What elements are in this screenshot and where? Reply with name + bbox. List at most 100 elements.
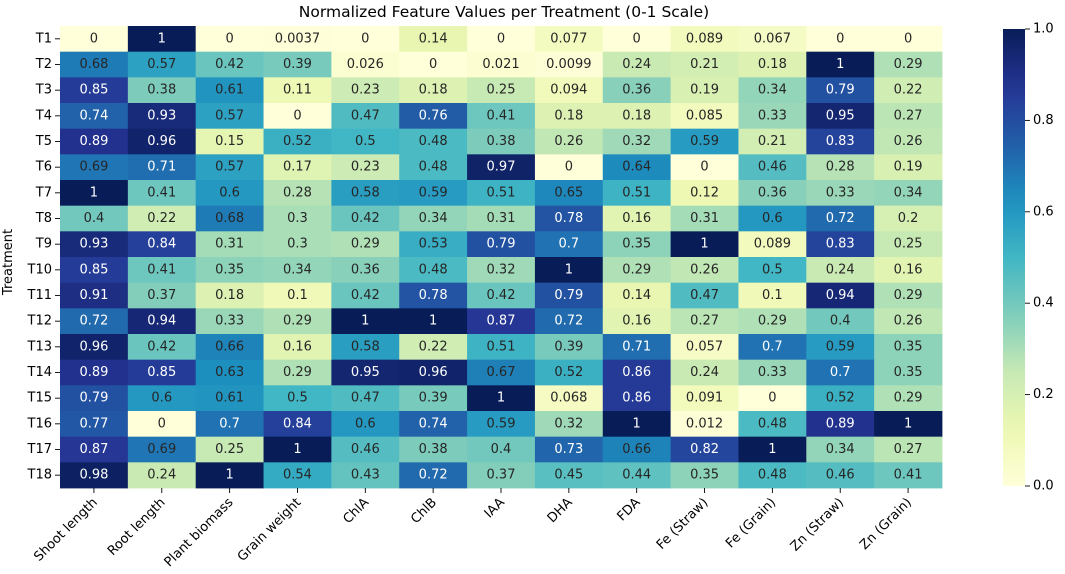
cell-value-label: 0.26 (690, 262, 719, 277)
colorbar-tick-label: 0.0 (1033, 479, 1054, 494)
x-tick-label: FDA (614, 495, 643, 524)
heatmap-cell (263, 462, 332, 489)
cell-value-label: 0.42 (215, 57, 244, 72)
heatmap-cell (670, 128, 739, 155)
heatmap-cell (806, 77, 875, 104)
cell-value-label: 0.66 (215, 339, 244, 354)
heatmap-cell (874, 154, 943, 181)
heatmap-cell (467, 385, 536, 412)
heatmap-cell (60, 205, 129, 232)
y-tick-label: T5 (35, 134, 52, 149)
heatmap-cell (670, 385, 739, 412)
x-tick-label: IAA (482, 495, 508, 521)
heatmap-cell (60, 308, 129, 335)
heatmap-cell (670, 436, 739, 463)
cell-value-label: 0.18 (758, 57, 787, 72)
cell-value-label: 0 (361, 31, 369, 46)
heatmap-cell (127, 154, 197, 181)
heatmap-cell (399, 359, 468, 386)
cell-value-label: 0.5 (355, 134, 376, 149)
cell-value-label: 0.59 (690, 134, 719, 149)
heatmap-cell (670, 462, 739, 489)
heatmap-cell (467, 359, 536, 386)
y-tick-label: T6 (35, 160, 52, 175)
heatmap-cell (195, 180, 264, 207)
heatmap-cell (806, 462, 875, 489)
cell-value-label: 0.7 (219, 416, 240, 431)
cell-value-label: 0.18 (554, 108, 583, 123)
cell-value-label: 0.18 (419, 83, 448, 98)
heatmap-cell (60, 282, 129, 309)
heatmap-cell (670, 282, 739, 309)
heatmap-cell (874, 411, 943, 438)
heatmap-cell (127, 180, 197, 207)
heatmap-cell (127, 231, 197, 258)
heatmap-cell (534, 462, 604, 489)
cell-value-label: 0.21 (758, 134, 787, 149)
cell-value-label: 0.95 (826, 108, 855, 123)
heatmap-cell (127, 26, 197, 53)
heatmap-cell (806, 205, 875, 232)
heatmap-cell (534, 282, 604, 309)
cell-value-label: 0.14 (419, 31, 448, 46)
cell-value-label: 0.068 (550, 391, 587, 406)
cell-value-label: 0.25 (215, 442, 244, 457)
heatmap-cell (874, 359, 943, 386)
cell-value-label: 0.46 (826, 468, 855, 483)
cell-value-label: 0.94 (826, 288, 855, 303)
cell-value-label: 0.094 (550, 83, 587, 98)
y-tick-label: T16 (27, 416, 52, 431)
x-tick-label: Plant biomass (162, 495, 237, 570)
y-tick-label: T11 (27, 288, 52, 303)
cell-value-label: 0.29 (894, 288, 923, 303)
heatmap-cell (738, 51, 807, 78)
heatmap-cell (127, 411, 197, 438)
heatmap-cell (195, 77, 264, 104)
cell-value-label: 0.22 (894, 83, 923, 98)
cell-value-label: 0.39 (283, 57, 312, 72)
cell-value-label: 0.89 (79, 134, 108, 149)
heatmap-cell (467, 257, 536, 284)
cell-value-label: 0.48 (419, 134, 448, 149)
cell-value-label: 0 (836, 31, 844, 46)
heatmap-cell (195, 462, 264, 489)
heatmap-cell (195, 205, 264, 232)
heatmap-cell (263, 180, 332, 207)
cell-value-label: 0.72 (554, 314, 583, 329)
heatmap-cell (874, 308, 943, 335)
cell-value-label: 0.1 (762, 288, 783, 303)
cell-value-label: 1 (700, 237, 708, 252)
heatmap-cell (534, 103, 604, 130)
heatmap-cell (670, 154, 739, 181)
cell-value-label: 0.68 (215, 211, 244, 226)
heatmap-cell (874, 51, 943, 78)
cell-value-label: 0.25 (487, 83, 516, 98)
heatmap-cell (738, 462, 807, 489)
heatmap-cell (874, 180, 943, 207)
cell-value-label: 0.42 (147, 339, 176, 354)
heatmap-cells (60, 26, 943, 489)
heatmap-cell (195, 257, 264, 284)
heatmap-cell (195, 26, 264, 53)
heatmap-cell (670, 77, 739, 104)
colorbar-gradient (1003, 29, 1025, 486)
heatmap-cell (806, 154, 875, 181)
cell-value-label: 0.34 (758, 83, 787, 98)
heatmap-cell (874, 282, 943, 309)
heatmap-cell (467, 77, 536, 104)
heatmap-cell (331, 385, 400, 412)
heatmap-cell (602, 180, 672, 207)
cell-value-label: 0.41 (487, 108, 516, 123)
heatmap-cell (263, 77, 332, 104)
cell-value-label: 0.0099 (546, 57, 592, 72)
heatmap-cell (467, 462, 536, 489)
cell-value-label: 0.089 (686, 31, 723, 46)
cell-value-label: 0.41 (894, 468, 923, 483)
heatmap-cell (60, 26, 129, 53)
heatmap-cell (399, 334, 468, 361)
cell-value-label: 0.93 (147, 108, 176, 123)
heatmap-cell (399, 436, 468, 463)
heatmap-cell (534, 51, 604, 78)
heatmap-cell (874, 334, 943, 361)
